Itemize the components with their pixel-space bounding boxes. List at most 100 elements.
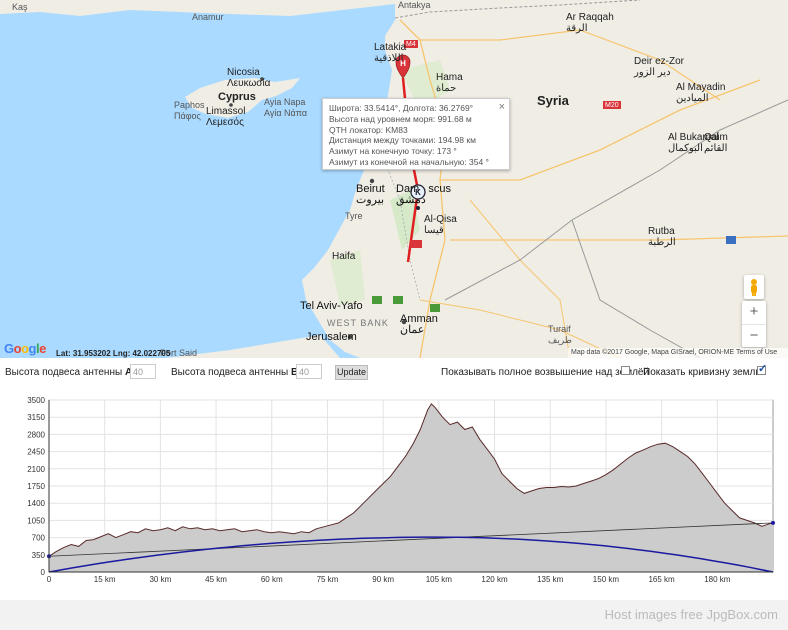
map-label-kas: Kaş (12, 2, 28, 12)
map-label-latakia: Latakia اللاذقية (374, 42, 407, 64)
update-button[interactable]: Update (335, 365, 368, 380)
show-curvature-checkbox[interactable] (757, 362, 767, 375)
y-tick-label: 3150 (27, 413, 45, 422)
marker-end-icon[interactable]: K (410, 184, 426, 210)
map-label-west-bank: WEST BANK (327, 318, 389, 328)
marker-start-label: H (400, 59, 406, 68)
popup-line-altitude: Высота над уровнем моря: 991.68 м (329, 113, 472, 124)
y-tick-label: 1400 (27, 499, 45, 508)
y-tick-label: 2100 (27, 465, 45, 474)
map-label-ar-raqqah: Ar Raqqah الرقة (566, 12, 614, 34)
map-attribution[interactable]: Map data ©2017 Google, Mapa GISrael, ORI… (568, 348, 788, 358)
map-label-cyprus: Cyprus (218, 91, 256, 103)
map-label-tel-aviv: Tel Aviv-Yafo (300, 300, 363, 312)
map-view[interactable]: H K Kaş Anamur Antakya Latakia اللاذقية … (0, 0, 788, 358)
terrain-area (49, 403, 773, 572)
y-tick-label: 1050 (27, 516, 45, 525)
road (419, 299, 621, 358)
footer-watermark: Host images free JpgBox.com (604, 607, 778, 622)
map-label-port-said: Port Said (160, 348, 198, 358)
x-tick-label: 0 (47, 575, 52, 584)
y-tick-label: 350 (32, 551, 46, 560)
x-tick-label: 120 km (481, 575, 508, 584)
zoom-in-button[interactable]: + (749, 303, 759, 320)
map-label-beirut: Beirut بيروت (356, 183, 385, 206)
map-label-al-mayadin: Al Mayadin الميادين (676, 82, 726, 104)
height-b-input[interactable] (296, 364, 322, 379)
land-turkey (0, 0, 400, 16)
y-tick-label: 1750 (27, 482, 45, 491)
show-full-elevation-checkbox[interactable] (621, 366, 630, 375)
popup-close-icon[interactable]: × (498, 101, 505, 113)
map-label-deir-ez-zor: Deir ez-Zor دير الزور (634, 56, 685, 78)
green-patch (400, 60, 450, 110)
border (394, 0, 641, 19)
popup-line-azimuth-to: Азимут на конечную точку: 173 ° (329, 146, 457, 157)
footer-bar: Host images free JpgBox.com (0, 600, 788, 630)
map-label-anamur: Anamur (192, 12, 224, 22)
popup-line-azimuth-from: Азимут из конечной на начальную: 354 ° (329, 156, 489, 167)
terrain-line (48, 403, 774, 557)
map-label-hama: Hama حماة (436, 72, 463, 94)
map-label-ayia-napa: Ayia Napa Αγία Νάπα (264, 97, 308, 118)
map-label-rutba: Rutba الرطبة (648, 226, 676, 248)
map-label-amman: Amman عمان (400, 313, 438, 336)
border (444, 99, 788, 301)
road (420, 29, 721, 101)
x-tick-label: 90 km (372, 575, 394, 584)
marker-end-label: K (415, 188, 421, 197)
line-of-sight (48, 522, 774, 557)
road (440, 79, 761, 181)
zoom-out-button[interactable]: − (742, 324, 766, 348)
border (379, 149, 421, 301)
cursor-latlng-readout: Lat: 31.953202 Lng: 42.022705 (56, 349, 171, 358)
map-canvas: H K (0, 0, 788, 358)
x-tick-label: 60 km (261, 575, 283, 584)
map-label-haifa: Haifa (332, 251, 356, 262)
height-a-label: Высота подвеса антенны A: (5, 367, 136, 378)
map-label-syria: Syria (537, 93, 569, 108)
endpoint-b-marker (771, 520, 775, 525)
popup-line-distance: Дистанция между точками: 194.98 км (329, 135, 476, 146)
border (571, 219, 701, 358)
x-tick-label: 165 km (648, 575, 675, 584)
y-tick-label: 0 (41, 568, 46, 577)
street-view-pegman-icon[interactable] (744, 275, 764, 299)
x-tick-label: 180 km (704, 575, 731, 584)
x-tick-label: 15 km (94, 575, 116, 584)
road (450, 235, 788, 241)
x-tick-label: 150 km (593, 575, 620, 584)
point-info-popup: × Широта: 33.5414°, Долгота: 36.2769° Вы… (322, 98, 510, 170)
map-label-paphos: Paphos Πάφος (174, 100, 205, 121)
zoom-control: + − (742, 301, 766, 347)
map-label-limassol: Limassol Λεμεσός (206, 106, 246, 128)
y-tick-label: 2800 (27, 430, 45, 439)
x-tick-label: 30 km (149, 575, 171, 584)
road (469, 199, 571, 358)
x-tick-label: 45 km (205, 575, 227, 584)
height-a-input[interactable] (130, 364, 156, 379)
x-tick-label: 135 km (537, 575, 564, 584)
y-tick-label: 2450 (27, 448, 45, 457)
map-label-al-qisa: Al-Qisa قيسا (424, 214, 457, 236)
marker-start-icon[interactable]: H (395, 54, 411, 79)
map-label-jerusalem: Jerusalem (306, 331, 357, 343)
y-tick-label: 700 (32, 534, 46, 543)
popup-line-coords: Широта: 33.5414°, Долгота: 36.2769° (329, 103, 474, 113)
map-label-antakya: Antakya (398, 0, 431, 10)
google-logo[interactable]: Google (4, 341, 46, 356)
map-label-qaim: Qaim القائم (704, 132, 728, 154)
earth-curvature-line (48, 536, 774, 573)
elevation-profile-chart: 0 350 700 1050 1400 1750 2100 2450 2800 3150 3500 1… (0, 390, 788, 588)
map-label-nicosia: Nicosia Λευκωσία (227, 67, 271, 89)
map-label-tyre: Tyre (345, 211, 363, 221)
antenna-controls: Высота подвеса антенны A: Высота подвеса… (0, 360, 788, 386)
y-tick-label: 3500 (27, 396, 45, 405)
show-full-elevation-label: Показывать полное возвышение над землёй (441, 367, 650, 378)
show-curvature-label: Показать кривизну земли (643, 367, 761, 378)
x-tick-label: 75 km (317, 575, 339, 584)
map-label-m20: M20 (605, 102, 619, 109)
popup-line-qth: QTH локатор: KM83 (329, 124, 408, 135)
map-label-m4: M4 (406, 41, 416, 48)
map-label-turaif: Turaif طريف (548, 324, 572, 345)
